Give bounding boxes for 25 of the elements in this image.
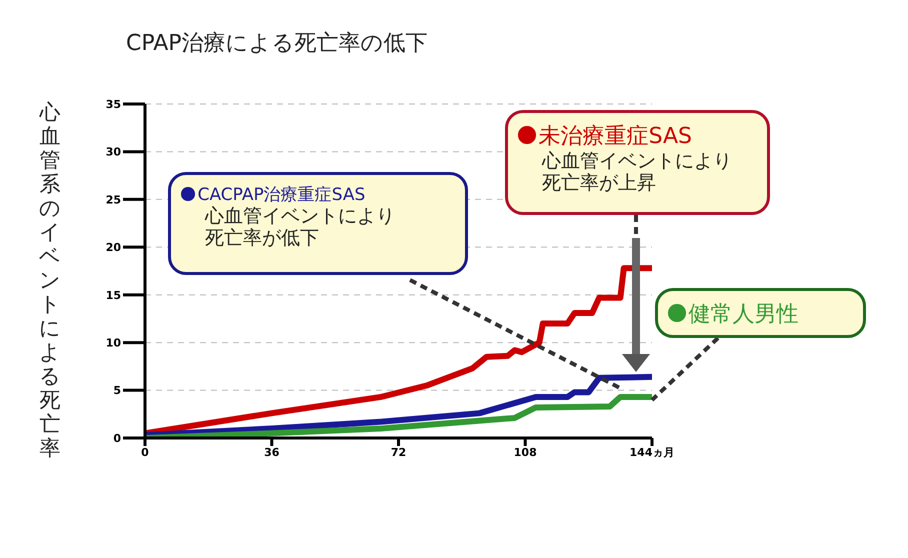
y-tick-label: 20	[106, 241, 122, 254]
y-tick-label: 10	[106, 336, 122, 350]
chart-title: CPAP治療による死亡率の低下	[126, 30, 428, 58]
x-tick-label: 72	[390, 446, 406, 459]
legend-label: 健常人男性	[688, 301, 800, 329]
text: 心血管系のイベントによる死亡率	[39, 100, 61, 460]
callout-box: CACPAP治療重症SAS 心血管イベントにより 死亡率が低下	[168, 172, 468, 275]
annotation: 心血管イベントにより	[204, 205, 396, 228]
x-tick-label: 144ヵ月	[630, 446, 674, 459]
legend-label: CACPAP治療重症SAS	[196, 184, 366, 206]
callout-box: 健常人男性	[655, 288, 866, 338]
y-tick-label: 25	[106, 193, 121, 206]
legend-label: 未治療重症SAS	[538, 123, 693, 151]
x-tick-label: 0	[141, 446, 150, 459]
annotation: 死亡率が上昇	[541, 172, 657, 195]
y-tick-label: 15	[106, 288, 121, 302]
x-tick-label: 36	[264, 446, 280, 459]
callout-box: 未治療重症SAS 心血管イベントにより 死亡率が上昇	[505, 110, 770, 215]
y-tick-label: 5	[113, 384, 121, 398]
y-tick-label: 0	[113, 432, 122, 445]
annotation: 心血管イベントにより	[540, 150, 733, 173]
x-tick-label: 108	[514, 446, 537, 459]
annotation: 死亡率が低下	[204, 226, 320, 250]
y-tick-label: 35	[106, 98, 121, 111]
y-tick-label: 30	[106, 146, 122, 159]
